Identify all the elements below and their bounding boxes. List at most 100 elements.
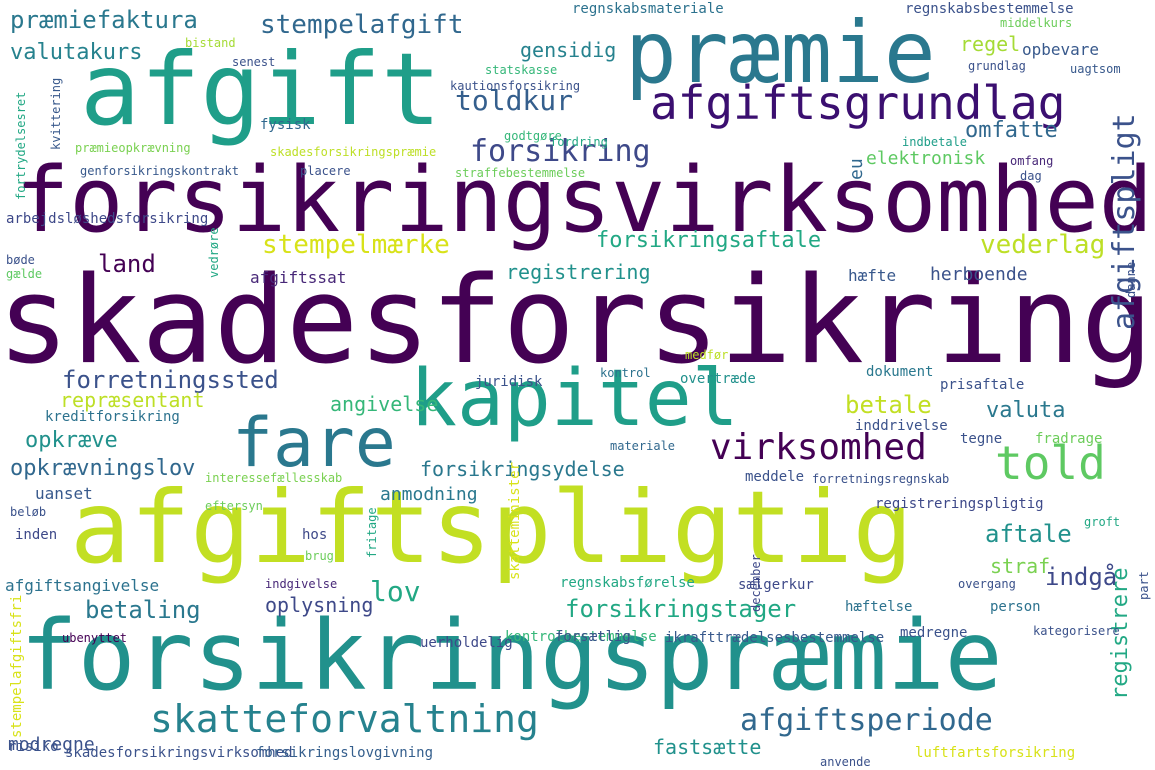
word-27: land	[98, 250, 156, 278]
word-110: anvende	[820, 755, 871, 769]
word-124: part	[1137, 571, 1151, 600]
word-58: ikrafttrædelsesbestemmelse	[665, 630, 885, 646]
word-99: beløb	[10, 505, 47, 519]
word-44: lov	[370, 575, 421, 608]
word-102: brug	[305, 549, 334, 563]
word-50: modregne	[8, 734, 95, 755]
word-70: fysisk	[260, 117, 311, 133]
word-65: middelkurs	[1000, 16, 1073, 30]
word-11: afgiftsperiode	[740, 703, 993, 738]
word-88: prisaftale	[940, 377, 1025, 393]
word-101: hos	[302, 527, 328, 543]
word-7: fare	[232, 404, 396, 483]
word-28: afgiftssat	[250, 268, 347, 287]
word-114: gælde	[6, 267, 43, 281]
word-56: medregne	[900, 625, 968, 641]
word-98: eftersyn	[205, 499, 263, 513]
word-38: opkrævningslov	[10, 456, 196, 481]
word-120: fritage	[365, 507, 379, 558]
word-61: forsikringslovgivning	[256, 745, 434, 761]
word-84: juridisk	[475, 374, 543, 390]
word-75: dag	[1020, 169, 1042, 183]
word-105: overgang	[958, 577, 1016, 591]
word-33: repræsentant	[60, 388, 205, 412]
word-6: kapitel	[410, 354, 739, 444]
word-71: godtgøre	[504, 129, 562, 143]
word-107: uerholdelig	[420, 635, 513, 651]
word-8: afgiftsgrundlag	[650, 76, 1066, 130]
word-87: dokument	[866, 364, 934, 380]
word-100: inden	[15, 527, 58, 543]
word-43: indgå	[1045, 563, 1118, 591]
word-1: forsikringsvirksomhed	[15, 148, 1153, 253]
word-85: kontrol	[600, 366, 651, 380]
word-39: forsikringsydelse	[420, 457, 625, 481]
word-10: skatteforvaltning	[150, 697, 539, 741]
word-78: skadesforsikringspræmie	[270, 145, 437, 159]
word-55: person	[990, 599, 1041, 615]
word-69: kautionsforsikring	[450, 79, 581, 93]
word-18: valutakurs	[10, 40, 143, 65]
word-113: bøde	[6, 253, 35, 267]
word-89: kreditforsikring	[45, 409, 180, 425]
word-72: fordring	[550, 135, 608, 149]
word-108: ubenyttet	[62, 631, 128, 645]
word-123: fortrydelsesret	[14, 91, 28, 200]
word-64: regnskabsbestemmelse	[905, 1, 1074, 17]
word-93: materiale	[610, 439, 676, 453]
word-73: indbetale	[902, 135, 968, 149]
word-62: risiko	[8, 739, 59, 755]
word-40: anmodning	[380, 484, 478, 505]
word-35: betale	[845, 391, 932, 419]
word-95: meddele	[745, 469, 805, 485]
word-51: uanset	[35, 484, 93, 503]
word-0: skadesforsikring	[0, 252, 1153, 391]
word-106: forsætlig	[555, 629, 631, 645]
word-46: forsikringstager	[565, 595, 797, 623]
word-77: præmieopkrævning	[75, 141, 191, 155]
word-86: overtræde	[680, 371, 756, 387]
word-37: opkræve	[25, 428, 118, 453]
word-122: stempelafgiftsfri	[9, 594, 25, 738]
word-117: danne	[1124, 261, 1138, 298]
word-57: kontrolbestemmelse	[505, 629, 657, 645]
word-119: december	[749, 554, 763, 612]
word-115: vedrøre	[207, 227, 221, 278]
word-66: grundlag	[968, 59, 1026, 73]
word-26: vederlag	[980, 230, 1106, 260]
word-54: hæftelse	[845, 599, 913, 615]
word-29: registrering	[506, 260, 651, 284]
word-42: straf	[990, 554, 1051, 578]
word-53: regnskabsførelse	[560, 575, 695, 591]
word-103: indgivelse	[265, 577, 338, 591]
word-68: statskasse	[485, 63, 558, 77]
word-74: omfang	[1010, 154, 1054, 168]
word-49: fastsætte	[653, 735, 762, 759]
word-21: opbevare	[1022, 40, 1100, 59]
word-112: bistand	[185, 36, 236, 50]
word-52: afgiftsangivelse	[5, 576, 160, 595]
word-3: forsikringspræmie	[20, 600, 1003, 712]
word-5: præmie	[625, 3, 936, 103]
word-111: senest	[232, 55, 276, 69]
word-4: afgift	[80, 31, 442, 148]
word-90: inddrivelse	[855, 418, 948, 434]
word-79: genforsikringskontrakt	[80, 164, 239, 178]
word-25: forsikringsaftale	[596, 228, 822, 253]
word-17: præmiefaktura	[10, 6, 198, 34]
word-31: herboende	[930, 264, 1028, 285]
word-83: eu	[846, 158, 867, 180]
word-96: forretningsregnskab	[812, 472, 950, 486]
word-22: omfatte	[965, 118, 1058, 143]
word-45: betaling	[85, 596, 201, 624]
word-23: elektronisk	[866, 148, 986, 169]
word-97: registreringspligtig	[875, 496, 1044, 512]
word-59: luftfartsforsikring	[915, 745, 1076, 761]
word-41: aftale	[985, 520, 1072, 548]
word-60: skadesforsikringsvirksomhed	[65, 745, 293, 761]
word-76: kvittering	[49, 77, 63, 150]
word-104: sælgerkur	[738, 577, 814, 593]
word-63: regnskabsmateriale	[572, 1, 724, 17]
word-67: uagtsom	[1070, 62, 1121, 76]
